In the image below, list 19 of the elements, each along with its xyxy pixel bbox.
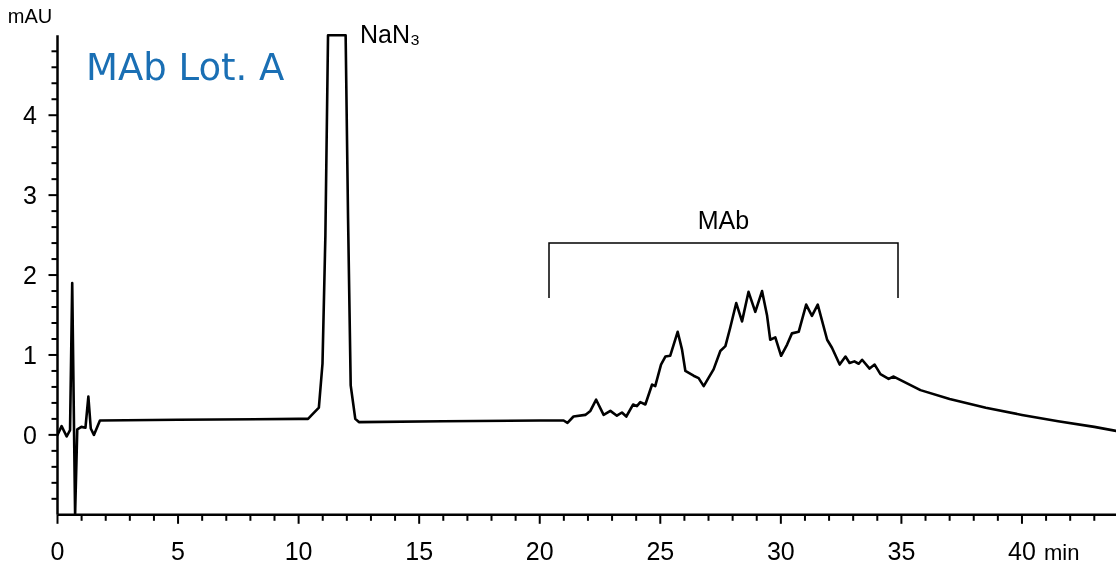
x-tick-label: 0: [50, 537, 65, 565]
x-tick-label: 40: [1008, 537, 1036, 565]
y-tick-label: 0: [23, 420, 37, 449]
x-tick-label: 35: [887, 537, 916, 565]
chart-title: MAb Lot. A: [86, 46, 285, 89]
annotation: NaN₃: [360, 20, 421, 48]
y-tick-label: 4: [23, 101, 38, 130]
y-tick-label: 1: [23, 340, 37, 369]
x-tick-label: 15: [405, 537, 434, 565]
annotation: MAb: [697, 206, 750, 234]
x-tick-label: 10: [284, 537, 313, 565]
x-tick-label: 20: [525, 537, 554, 565]
y-axis-title: mAU: [7, 5, 53, 27]
x-tick-label: 25: [646, 537, 675, 565]
x-axis-title: min: [1043, 540, 1080, 565]
x-tick-label: 5: [171, 537, 186, 565]
x-tick-label: 30: [766, 537, 795, 565]
y-tick-label: 2: [23, 261, 37, 290]
y-tick-label: 3: [23, 181, 37, 210]
